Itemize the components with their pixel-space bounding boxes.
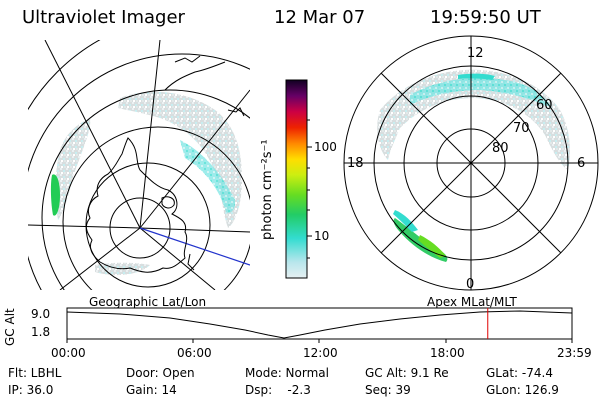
info-glon: GLon: 126.9 xyxy=(486,383,559,397)
mlt-label-top: 12 xyxy=(467,46,484,61)
info-ip: IP: 36.0 xyxy=(8,383,54,397)
timeline-xtick-1200: 12:00 xyxy=(303,346,338,360)
meridians xyxy=(28,40,250,290)
colorbar-tick-100: 100 xyxy=(314,140,337,154)
colorbar-tick-10: 10 xyxy=(314,229,330,243)
mlt-label-right: 6 xyxy=(577,156,586,171)
colorbar-ticks xyxy=(307,119,312,259)
timeline-xtick-2359: 23:59 xyxy=(557,346,592,360)
altitude-curve xyxy=(66,310,573,339)
info-gain: Gain: 14 xyxy=(126,383,177,397)
timeline-plot xyxy=(66,307,573,343)
instrument-title: Ultraviolet Imager xyxy=(22,7,185,28)
timeline-frame xyxy=(66,307,573,340)
magnetic-latitude-circles xyxy=(343,35,599,291)
geographic-projection-label: Geographic Lat/Lon xyxy=(89,295,207,309)
info-gc-alt: GC Alt: 9.1 Re xyxy=(365,366,449,380)
info-seq: Seq: 39 xyxy=(365,383,411,397)
aurora-emission-right xyxy=(377,69,570,262)
latitude-circles xyxy=(28,40,250,290)
magnetic-projection-label: Apex MLat/MLT xyxy=(427,295,517,309)
mlt-label-bottom: 0 xyxy=(466,277,475,292)
mlat-label-80: 80 xyxy=(492,141,509,156)
info-door: Door: Open xyxy=(126,366,195,380)
timeline-xtick-0000: 00:00 xyxy=(51,346,86,360)
mlat-label-60: 60 xyxy=(536,98,553,113)
sun-direction-line xyxy=(139,227,250,266)
timeline-xtick-0600: 06:00 xyxy=(177,346,212,360)
info-glat: GLat: -74.4 xyxy=(486,366,553,380)
geographic-map xyxy=(28,40,250,290)
info-mode: Mode: Normal xyxy=(245,366,329,380)
timeline-xtick-1800: 18:00 xyxy=(430,346,465,360)
date-label: 12 Mar 07 xyxy=(274,7,366,28)
time-label: 19:59:50 UT xyxy=(430,7,541,28)
timeline-ytick-top: 9.0 xyxy=(31,307,51,321)
mlt-spokes xyxy=(344,36,598,290)
colorbar-unit-label: photon cm⁻²s⁻¹ xyxy=(260,139,275,240)
magnetic-map xyxy=(344,36,598,290)
coastlines xyxy=(85,55,245,273)
timeline-ylabel: GC Alt xyxy=(3,308,17,346)
info-dsp: Dsp: -2.3 xyxy=(245,383,311,397)
mlat-label-70: 70 xyxy=(513,121,530,136)
colorbar xyxy=(285,79,308,279)
mlt-label-left: 18 xyxy=(347,156,364,171)
timeline-ticks xyxy=(66,339,573,343)
info-filter: Flt: LBHL xyxy=(8,366,62,380)
timeline-ytick-bottom: 1.8 xyxy=(31,325,51,339)
aurora-emission-left xyxy=(50,91,243,276)
